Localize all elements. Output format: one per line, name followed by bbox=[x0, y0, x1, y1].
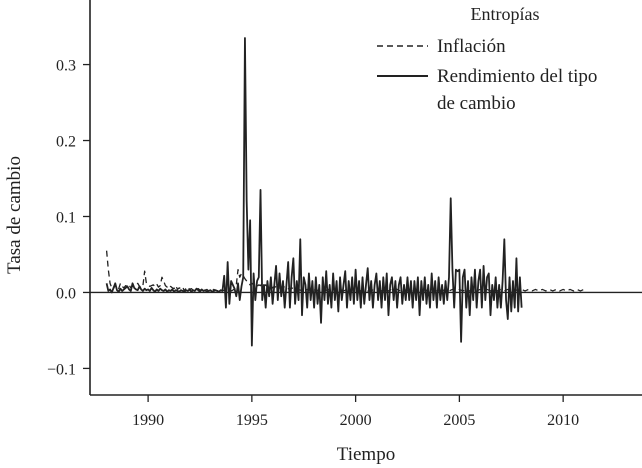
y-tick-label: 0.1 bbox=[56, 209, 76, 226]
legend-label-rendimiento-cont: de cambio bbox=[437, 93, 516, 114]
y-tick-label: −0.1 bbox=[47, 361, 76, 378]
series-line-inflacion bbox=[105, 250, 585, 292]
y-tick-label: 0.3 bbox=[56, 58, 76, 75]
series-layer bbox=[105, 37, 585, 347]
x-tick-label: 2010 bbox=[547, 412, 579, 429]
legend-title: Entropías bbox=[471, 4, 540, 24]
legend-label-inflacion: Inflación bbox=[437, 36, 506, 57]
y-tick-label: 0.0 bbox=[56, 285, 76, 302]
axis-titles: Tiempo Tasa de cambio bbox=[4, 156, 395, 465]
x-axis-title: Tiempo bbox=[337, 444, 395, 465]
x-tick-label: 2005 bbox=[443, 412, 475, 429]
series-line-rendimiento bbox=[105, 37, 523, 347]
axes bbox=[89, 0, 642, 396]
legend: Entropías Inflación Rendimiento del tipo de… bbox=[377, 4, 597, 114]
x-tick-label: 1995 bbox=[236, 412, 268, 429]
y-axis-title: Tasa de cambio bbox=[4, 156, 25, 274]
axis-ticks: 0.3 0.2 0.1 0.0 −0.1 1990 1995 2000 2005 2010 bbox=[47, 58, 579, 429]
legend-label-rendimiento: Rendimiento del tipo bbox=[437, 66, 597, 87]
x-tick-label: 2000 bbox=[340, 412, 372, 429]
y-tick-label: 0.2 bbox=[56, 134, 76, 151]
x-tick-label: 1990 bbox=[132, 412, 164, 429]
